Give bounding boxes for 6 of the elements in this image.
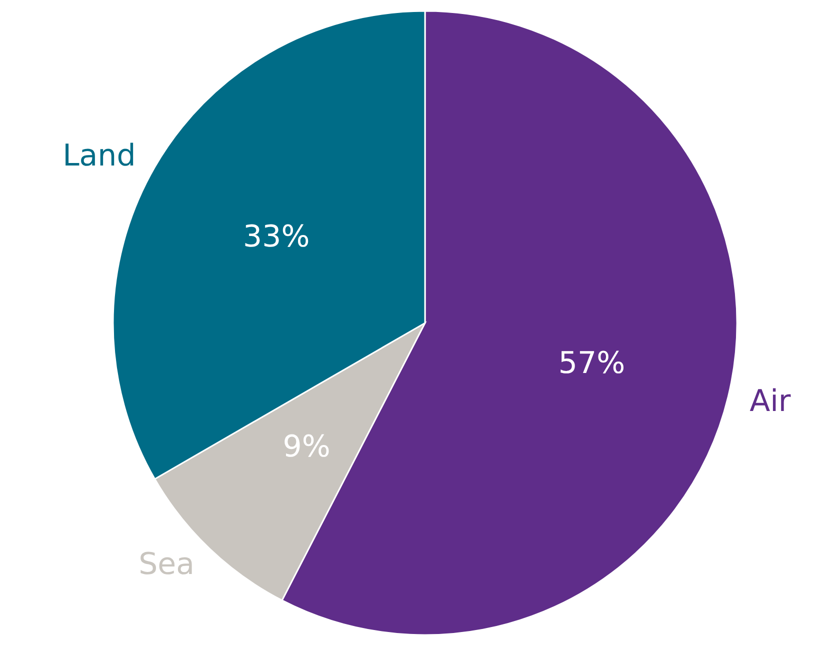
slice-label: Land [62, 138, 136, 174]
slice-label: Air [750, 384, 792, 420]
data-label: 9% [282, 430, 330, 465]
data-label: 57% [558, 346, 626, 381]
data-label: 33% [243, 220, 310, 255]
slice-label: Sea [138, 547, 195, 582]
